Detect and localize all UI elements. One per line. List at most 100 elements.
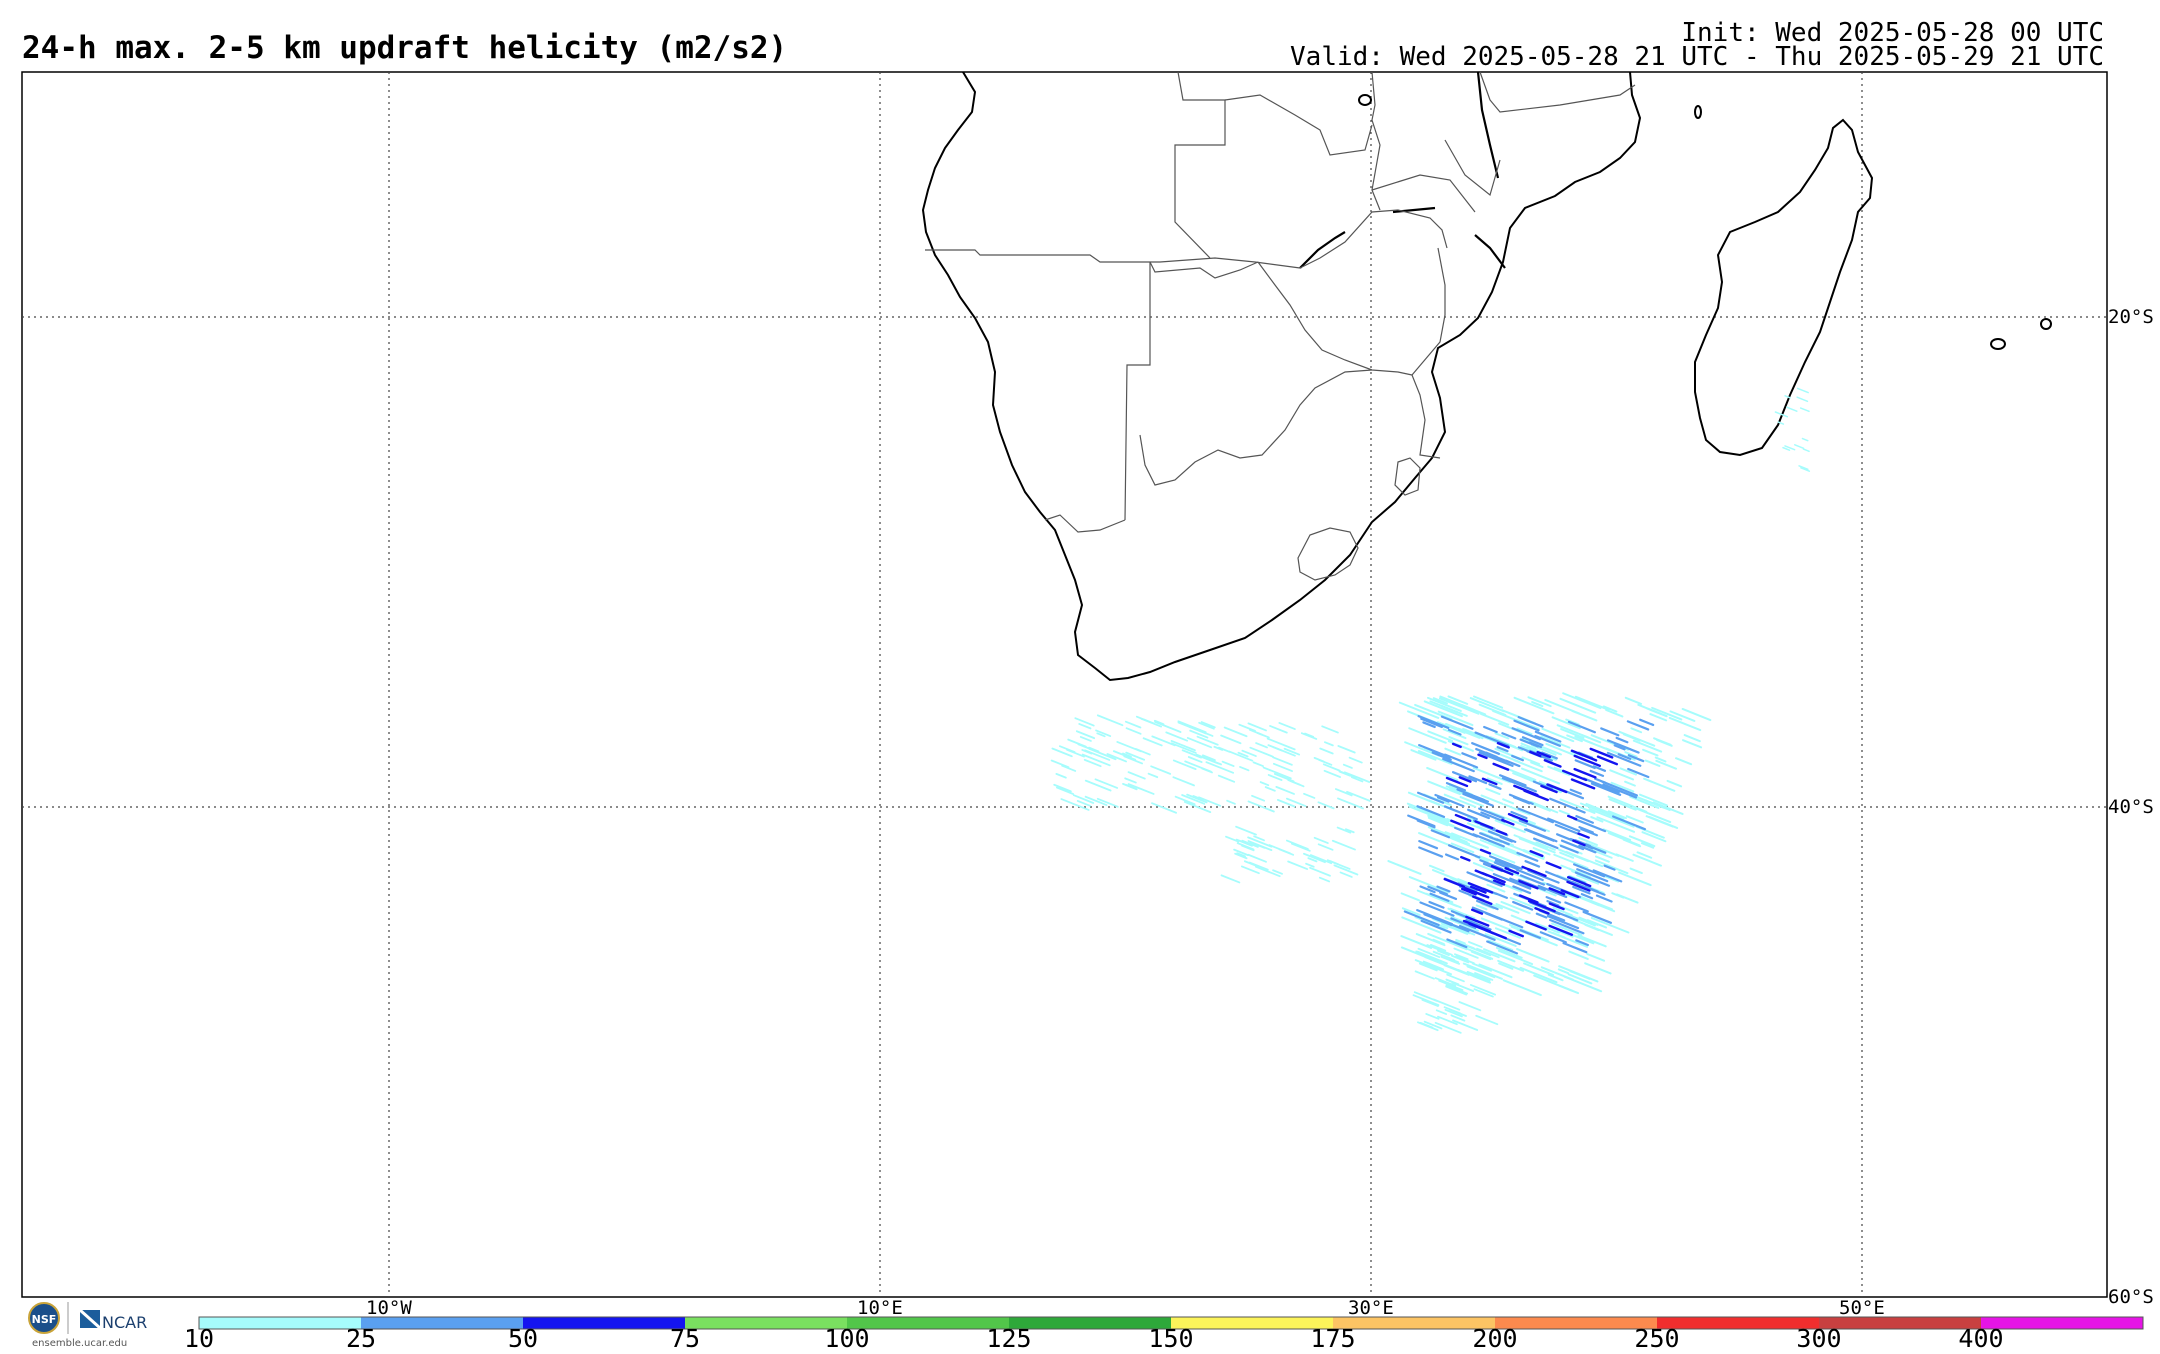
helicity-streak [1554,903,1579,915]
helicity-streak [1456,943,1494,960]
helicity-streak [1414,959,1453,976]
lon-label: 50°E [1839,1297,1885,1319]
helicity-streak [1571,709,1598,722]
helicity-streak [1577,895,1601,907]
helicity-streak [1181,749,1203,759]
helicity-streak [1774,411,1789,418]
helicity-streak [1513,696,1555,715]
helicity-streak [1574,838,1592,848]
helicity-streak [1420,919,1452,934]
helicity-streak [1445,984,1469,995]
helicity-streak [1566,880,1591,892]
helicity-streak [1303,792,1316,799]
helicity-streak [1471,908,1484,915]
helicity-streak [1443,1006,1462,1015]
helicity-streak [1584,885,1599,893]
helicity-streak [1345,828,1355,834]
island-lake [1358,94,1372,106]
helicity-streak [1478,751,1506,764]
helicity-streak [1446,938,1468,949]
helicity-streak [1287,860,1309,870]
helicity-streak [1559,798,1596,814]
helicity-streak [1413,991,1438,1002]
helicity-streak [1560,839,1585,851]
helicity-streak [1125,751,1146,761]
helicity-streak [1638,793,1668,807]
helicity-streak [1641,842,1655,849]
helicity-streak [1666,779,1683,788]
helicity-streak [1443,793,1477,808]
helicity-streak [1632,853,1662,867]
helicity-streak [1414,970,1435,980]
helicity-streak [1549,918,1585,935]
helicity-streak [1472,975,1492,984]
helicity-streak [1223,726,1248,738]
helicity-streak [1287,779,1301,786]
helicity-streak [1668,716,1702,732]
helicity-streak [1256,731,1270,739]
helicity-streak [1474,972,1494,981]
helicity-streak [1497,959,1525,972]
helicity-streak [1577,934,1607,948]
lon-label: 30°E [1348,1297,1394,1319]
helicity-streak [1595,894,1613,903]
helicity-streak [1458,1001,1482,1012]
helicity-streak [1442,728,1467,740]
helicity-streak [1495,838,1510,846]
colorbar-swatch [523,1317,685,1329]
helicity-streak [1558,965,1599,983]
helicity-streak [1632,739,1663,753]
helicity-streak [1801,437,1809,442]
helicity-streak [1235,838,1253,847]
helicity-streak [1285,839,1309,850]
helicity-streak [1135,715,1155,725]
helicity-streak [1548,887,1566,896]
helicity-streak [1251,794,1266,802]
helicity-streak [1067,738,1087,748]
helicity-streak [1444,747,1462,756]
helicity-streak [1053,783,1072,793]
helicity-streak [1239,766,1250,772]
helicity-streak [1272,756,1293,766]
helicity-streak [1313,836,1329,844]
helicity-streak [1172,776,1195,787]
helicity-streak [1408,805,1450,823]
colorbar-swatch [1333,1317,1495,1329]
helicity-streak [1557,968,1570,975]
helicity-streak [1422,721,1436,729]
country-borders [925,71,1636,533]
helicity-streak [1641,831,1667,843]
helicity-streak [1416,819,1436,829]
helicity-streak [1084,779,1112,792]
helicity-streak [1551,922,1568,931]
helicity-streak [1303,852,1326,864]
helicity-streak [1630,727,1643,734]
helicity-streak [1540,735,1571,749]
helicity-streak [1401,907,1421,916]
africa-coastline [921,71,1642,682]
helicity-streak [1539,931,1567,944]
helicity-streak [1616,893,1639,904]
helicity-streak [1249,746,1274,758]
helicity-streak [1618,871,1652,887]
helicity-streak [1142,737,1163,747]
helicity-streak [1642,748,1659,757]
helicity-streak [1426,944,1453,956]
helicity-streak [1266,737,1296,751]
helicity-streak [1125,727,1142,735]
helicity-streak [1431,751,1452,761]
helicity-streak [1520,767,1561,785]
helicity-streak [1518,879,1539,890]
helicity-streak [1493,861,1510,869]
helicity-streak [1466,871,1503,888]
helicity-streak [1596,816,1636,833]
helicity-streak [1331,839,1356,851]
helicity-streak [1213,745,1224,751]
helicity-streak [1540,784,1558,794]
helicity-streak [1494,819,1526,834]
helicity-streak [1444,722,1459,730]
helicity-streak [1508,929,1524,938]
helicity-streak [1519,738,1540,748]
colorbar-tick-label: 125 [986,1324,1031,1353]
helicity-streak [1447,728,1462,736]
